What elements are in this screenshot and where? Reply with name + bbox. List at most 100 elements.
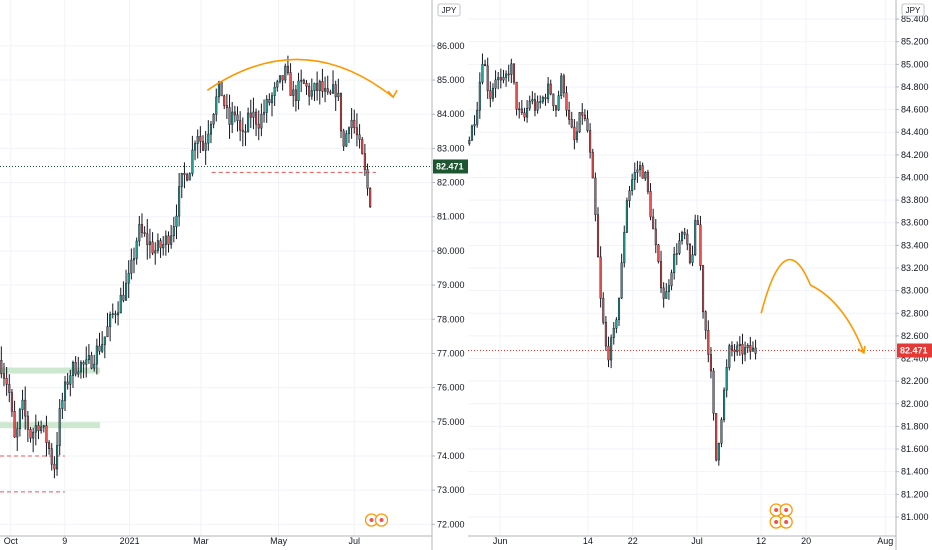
left-candle-60 (159, 240, 162, 249)
right-candle-25 (533, 99, 537, 111)
right-candle-49 (596, 214, 600, 258)
right-candle-72 (657, 244, 660, 262)
right-candle-80 (678, 240, 681, 254)
right-candle-12 (499, 77, 502, 81)
left-candle-21 (56, 445, 59, 470)
left-price-axis[interactable]: 86.000 85.000 84.000 83.000 82.000 81.000 80.0… (431, 0, 468, 550)
left-candle-126 (334, 84, 337, 98)
right-panel[interactable]: Jun 14 22 Jul 12 20 Aug (468, 0, 896, 550)
left-candle-118 (313, 83, 316, 91)
right-x-tick-label-2: 22 (628, 536, 638, 546)
right-candle-66 (641, 165, 644, 179)
right-candle-96 (720, 419, 723, 444)
right-event-marker-dot-0 (774, 520, 779, 524)
left-y-tick-label-14: 72.000 (437, 519, 465, 529)
left-candle-106 (281, 75, 284, 81)
left-candle-63 (167, 235, 170, 245)
left-x-tick-label-1: 9 (62, 536, 67, 546)
right-candle-47 (591, 151, 594, 179)
right-candle-109 (754, 347, 757, 354)
left-candle-127 (337, 92, 340, 98)
right-candle-38 (568, 109, 571, 120)
left-currency-badge (437, 3, 461, 17)
left-candle-76 (201, 141, 205, 151)
right-candle-67 (644, 171, 647, 179)
right-y-tick-label-14: 82.600 (901, 331, 929, 341)
right-candle-59 (623, 231, 626, 264)
left-candle-119 (316, 83, 319, 91)
right-candle-104 (741, 343, 744, 355)
left-candle-31 (82, 362, 85, 365)
left-last-price-tag (433, 159, 468, 174)
left-candle-68 (180, 173, 183, 187)
left-candle-36 (95, 345, 98, 365)
left-candle-28 (74, 362, 77, 375)
left-candle-89 (236, 114, 239, 121)
support-zone-1 (0, 422, 100, 429)
left-candle-121 (321, 81, 324, 92)
right-candle-92 (709, 354, 712, 372)
left-candle-107 (284, 65, 287, 81)
right-candle-95 (717, 442, 720, 461)
left-candle-92 (244, 131, 247, 133)
right-candle-98 (725, 367, 728, 391)
right-candle-1 (470, 125, 473, 141)
right-candle-54 (610, 337, 613, 361)
left-candle-131 (347, 127, 351, 134)
left-candle-99 (262, 112, 266, 115)
left-candle-52 (138, 224, 141, 242)
right-candle-23 (528, 100, 531, 109)
right-candle-70 (652, 216, 655, 230)
right-candle-48 (594, 177, 597, 215)
left-candle-125 (331, 84, 335, 94)
right-y-tick-label-4: 84.600 (901, 105, 929, 115)
right-currency-badge (901, 3, 925, 17)
left-candle-65 (172, 226, 175, 237)
left-candle-41 (109, 314, 112, 327)
left-x-tick-label-2: 2021 (120, 536, 140, 546)
left-candle-98 (260, 113, 263, 129)
right-candle-106 (746, 344, 749, 348)
right-price-axis[interactable]: 85.400 85.200 85.000 84.800 84.600 84.400 84.2… (895, 0, 932, 550)
left-candle-123 (326, 88, 329, 93)
right-candle-40 (573, 126, 576, 140)
right-candle-34 (557, 95, 560, 111)
left-panel[interactable]: Oct 9 2021 Mar May Jul (0, 0, 432, 550)
left-candle-24 (63, 381, 67, 401)
right-candle-103 (738, 343, 741, 347)
left-candle-129 (342, 130, 345, 147)
left-y-tick-label-12: 74.000 (437, 451, 465, 461)
right-candle-13 (502, 77, 505, 81)
right-x-tick-label-0: Jun (493, 536, 508, 546)
right-y-tick-label-18: 81.800 (901, 421, 929, 431)
left-candle-74 (196, 136, 199, 144)
left-candle-96 (255, 111, 258, 125)
left-candle-115 (305, 83, 308, 87)
left-candle-26 (69, 375, 72, 385)
right-candle-86 (694, 220, 697, 255)
left-candle-58 (154, 250, 157, 254)
right-y-tick-label-22: 81.000 (901, 512, 929, 522)
right-candle-9 (491, 87, 494, 99)
left-y-tick-label-11: 75.000 (437, 417, 465, 427)
right-candle-35 (560, 75, 563, 96)
left-candle-120 (318, 81, 321, 91)
left-candle-132 (350, 119, 353, 129)
right-candle-8 (489, 90, 492, 99)
right-candle-74 (662, 287, 665, 299)
right-candle-61 (628, 190, 631, 201)
right-candle-22 (526, 107, 529, 118)
right-candle-94 (715, 413, 718, 461)
left-candle-124 (329, 91, 332, 94)
support-zone-0 (0, 367, 100, 374)
right-candle-50 (599, 256, 602, 299)
right-event-marker-dot-3 (784, 508, 789, 512)
right-candle-76 (667, 285, 670, 292)
right-y-tick-label-8: 83.800 (901, 195, 929, 205)
left-candle-35 (93, 363, 96, 369)
left-y-tick-label-9: 77.000 (437, 348, 465, 358)
right-candle-20 (520, 108, 523, 114)
right-candle-27 (539, 101, 542, 103)
